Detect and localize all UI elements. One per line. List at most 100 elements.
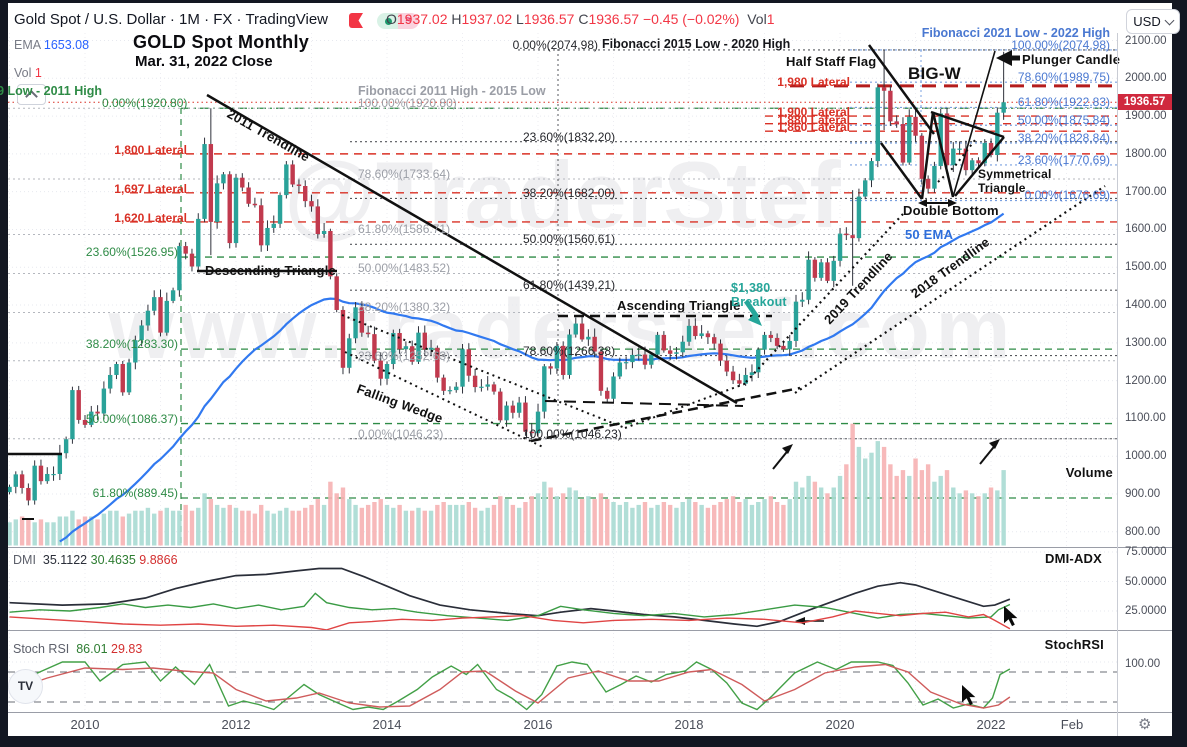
volume-bar	[321, 504, 327, 546]
candle-body	[340, 309, 346, 368]
tradingview-logo[interactable]: TV	[8, 669, 43, 704]
ema-legend[interactable]: EMA 1653.08	[14, 38, 89, 52]
volume-bar	[831, 487, 836, 546]
candle-body	[271, 223, 276, 228]
volume-bar	[479, 510, 484, 546]
volume-bar	[586, 496, 591, 546]
volume-bar	[353, 504, 358, 546]
volume-bar	[208, 499, 214, 546]
candle-body	[875, 87, 880, 162]
currency-label: USD	[1133, 14, 1161, 29]
candle-body	[661, 334, 667, 351]
volume-bar	[730, 496, 736, 546]
plunger-arrowhead	[996, 50, 1012, 66]
pane-divider[interactable]	[8, 547, 1172, 548]
candle-body	[705, 333, 711, 338]
candle-body	[145, 310, 151, 326]
candle-body	[252, 203, 258, 206]
candle-body	[768, 334, 774, 338]
w-breakout-line	[952, 50, 996, 198]
price-axis-label: 1000.00	[1125, 450, 1167, 463]
candle-body	[919, 135, 925, 179]
candle-body	[454, 386, 459, 391]
pane-divider[interactable]	[8, 630, 1172, 631]
candle-body	[787, 340, 792, 350]
price-axis[interactable]: 2100.00 2000.00 1900.00 1800.00 1700.00 1600.…	[1117, 33, 1172, 736]
volume-bar	[277, 510, 283, 546]
candle-body	[114, 364, 119, 375]
volume-bar	[409, 510, 415, 546]
candle-body	[240, 177, 245, 188]
volume-bar	[454, 504, 459, 546]
candle-body	[762, 334, 767, 350]
volume-bar	[976, 496, 981, 546]
candle-body	[416, 332, 421, 362]
collapse-pane-button[interactable]	[17, 84, 46, 105]
volume-bar	[485, 507, 490, 546]
candle-body	[969, 160, 975, 171]
w-round-bottom-dotted	[937, 139, 976, 183]
volume-bar	[951, 487, 956, 546]
volume-bar	[51, 522, 56, 546]
candle-body	[712, 337, 717, 344]
candle-body	[724, 360, 729, 372]
dmi-legend[interactable]: DMI 35.1122 30.4635 9.8866	[13, 553, 178, 567]
flag-icon[interactable]	[349, 13, 363, 28]
volume-bar	[649, 507, 654, 546]
candle-body	[592, 336, 597, 352]
volume-bar	[340, 487, 346, 546]
candle-body	[76, 390, 81, 420]
price-axis-divider	[1117, 33, 1118, 736]
candle-body	[888, 90, 893, 122]
volume-bar	[938, 475, 943, 546]
volume-bar	[221, 507, 226, 546]
candle-body	[982, 142, 987, 164]
volume-bar	[397, 504, 402, 546]
candle-body	[435, 347, 440, 378]
candle-body	[472, 375, 478, 388]
volume-bar	[472, 507, 478, 546]
candle-body	[806, 259, 811, 300]
candle-body	[957, 148, 962, 150]
settings-gear-icon[interactable]: ⚙	[1138, 716, 1152, 733]
volume-bar	[164, 507, 169, 546]
trendline-2011-line	[206, 93, 738, 405]
candle-body	[932, 165, 937, 189]
currency-selector[interactable]: USD	[1126, 9, 1180, 34]
volume-bar	[611, 502, 616, 546]
candle-body	[196, 218, 201, 267]
volume-bar	[932, 481, 937, 546]
price-axis-label: 1800.00	[1125, 147, 1167, 160]
volume-bar	[800, 487, 805, 546]
volume-bar	[202, 493, 207, 546]
volume-bar	[900, 470, 906, 546]
volume-bar	[227, 504, 232, 546]
candle-body	[863, 180, 868, 197]
volume-bar	[944, 470, 950, 546]
volume-bar	[391, 507, 396, 546]
time-axis[interactable]: 2010 2012 2014 2016 2018 2020 2022 Feb	[8, 713, 1117, 736]
volume-legend[interactable]: Vol 1	[14, 66, 42, 80]
volume-bar	[435, 504, 440, 546]
volume-bar	[328, 481, 333, 546]
candle-body	[850, 235, 855, 239]
candle-body	[290, 164, 295, 185]
candle-body	[214, 183, 220, 222]
price-axis-label: 1400.00	[1125, 299, 1167, 312]
candle-body	[881, 87, 887, 91]
volume-bar	[793, 481, 799, 546]
time-axis-label: 2010	[70, 717, 100, 732]
price-axis-label: 2100.00	[1125, 34, 1167, 47]
candle-body	[774, 337, 780, 346]
candle-body	[560, 345, 566, 375]
candle-body	[630, 354, 635, 363]
candle-body	[347, 338, 352, 368]
chart-canvas[interactable]	[8, 33, 1117, 713]
candle-body	[107, 374, 113, 389]
candle-body	[963, 148, 969, 171]
candle-body	[13, 474, 18, 487]
volume-bar	[724, 499, 729, 546]
stoch-legend[interactable]: Stoch RSI 86.01 29.83	[13, 642, 142, 656]
volume-bar	[315, 499, 321, 546]
candle-body	[667, 350, 673, 354]
